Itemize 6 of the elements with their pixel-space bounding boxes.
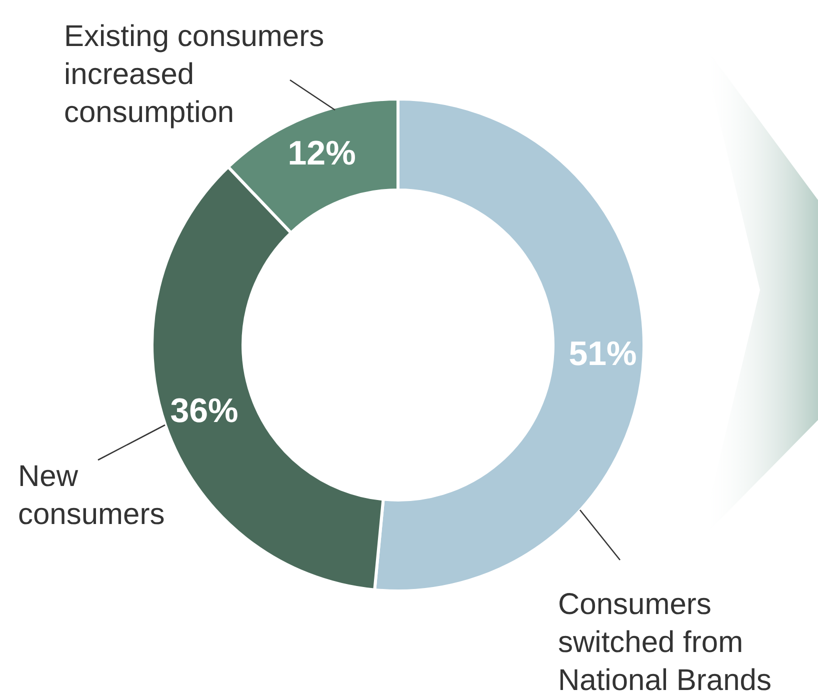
data-label: 36%	[170, 392, 238, 430]
data-label: 51%	[568, 334, 637, 373]
slice-label: Existing consumers increased consumption	[64, 20, 324, 129]
slice-label: New consumers	[18, 460, 165, 531]
data-label: 12%	[288, 134, 356, 173]
slice-label: Consumers switched from National Brands	[558, 588, 772, 696]
